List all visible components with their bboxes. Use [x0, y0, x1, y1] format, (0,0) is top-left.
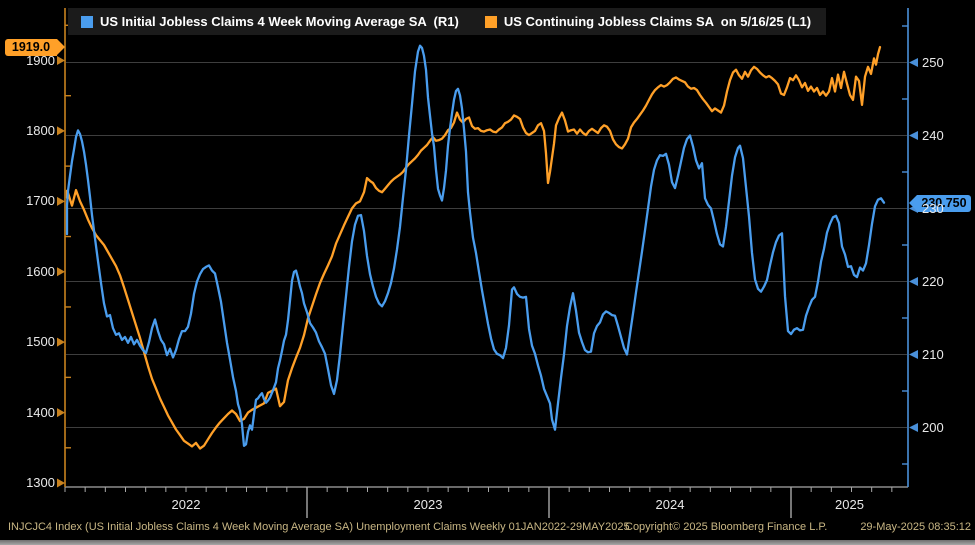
- continuing-claims-swatch-icon: [484, 15, 497, 28]
- right-axis-tick-label: 230: [922, 200, 944, 216]
- right-axis-tick-label: 240: [922, 127, 944, 143]
- legend-item-label: US Initial Jobless Claims 4 Week Moving …: [100, 14, 459, 29]
- left-axis-tick-label: 1700: [26, 193, 55, 209]
- left-axis-tick-label: 1400: [26, 404, 55, 420]
- x-axis-year-label: 2024: [655, 497, 685, 512]
- window-bottom-edge: [0, 540, 975, 545]
- legend-item-continuing-claims[interactable]: US Continuing Jobless Claims SA on 5/16/…: [484, 14, 812, 29]
- legend: US Initial Jobless Claims 4 Week Moving …: [68, 8, 826, 35]
- initial-claims-swatch-icon: [81, 15, 93, 28]
- legend-item-initial-claims[interactable]: US Initial Jobless Claims 4 Week Moving …: [81, 14, 459, 29]
- legend-item-label: US Continuing Jobless Claims SA on 5/16/…: [503, 14, 812, 29]
- x-axis-year-label: 2025: [835, 497, 864, 512]
- right-axis-tick-label: 250: [922, 54, 944, 70]
- initial-claims-last-value-tag: 230.750: [909, 194, 971, 212]
- left-axis-tick-label: 1800: [26, 122, 55, 138]
- left-axis-tick-label: 1300: [26, 475, 55, 490]
- left-axis-tick-label: 1900: [26, 52, 55, 68]
- right-axis-tick-label: 220: [922, 273, 944, 289]
- left-axis-tick-label: 1500: [26, 334, 55, 350]
- right-axis-tick-label: 210: [922, 346, 944, 362]
- footer-timestamp: 29-May-2025 08:35:12: [860, 521, 971, 533]
- right-axis-tick-label: 200: [922, 419, 944, 435]
- footer: INJCJC4 Index (US Initial Jobless Claims…: [0, 520, 975, 537]
- x-axis-year-label: 2023: [413, 497, 443, 512]
- footer-ticker-description: INJCJC4 Index (US Initial Jobless Claims…: [8, 521, 630, 533]
- footer-copyright: Copyright© 2025 Bloomberg Finance L.P.: [625, 521, 828, 533]
- continuing-claims-last-value-tag: 1919.0: [5, 38, 65, 56]
- left-axis-tick-label: 1600: [26, 263, 55, 279]
- x-axis-year-label: 2022: [171, 497, 201, 512]
